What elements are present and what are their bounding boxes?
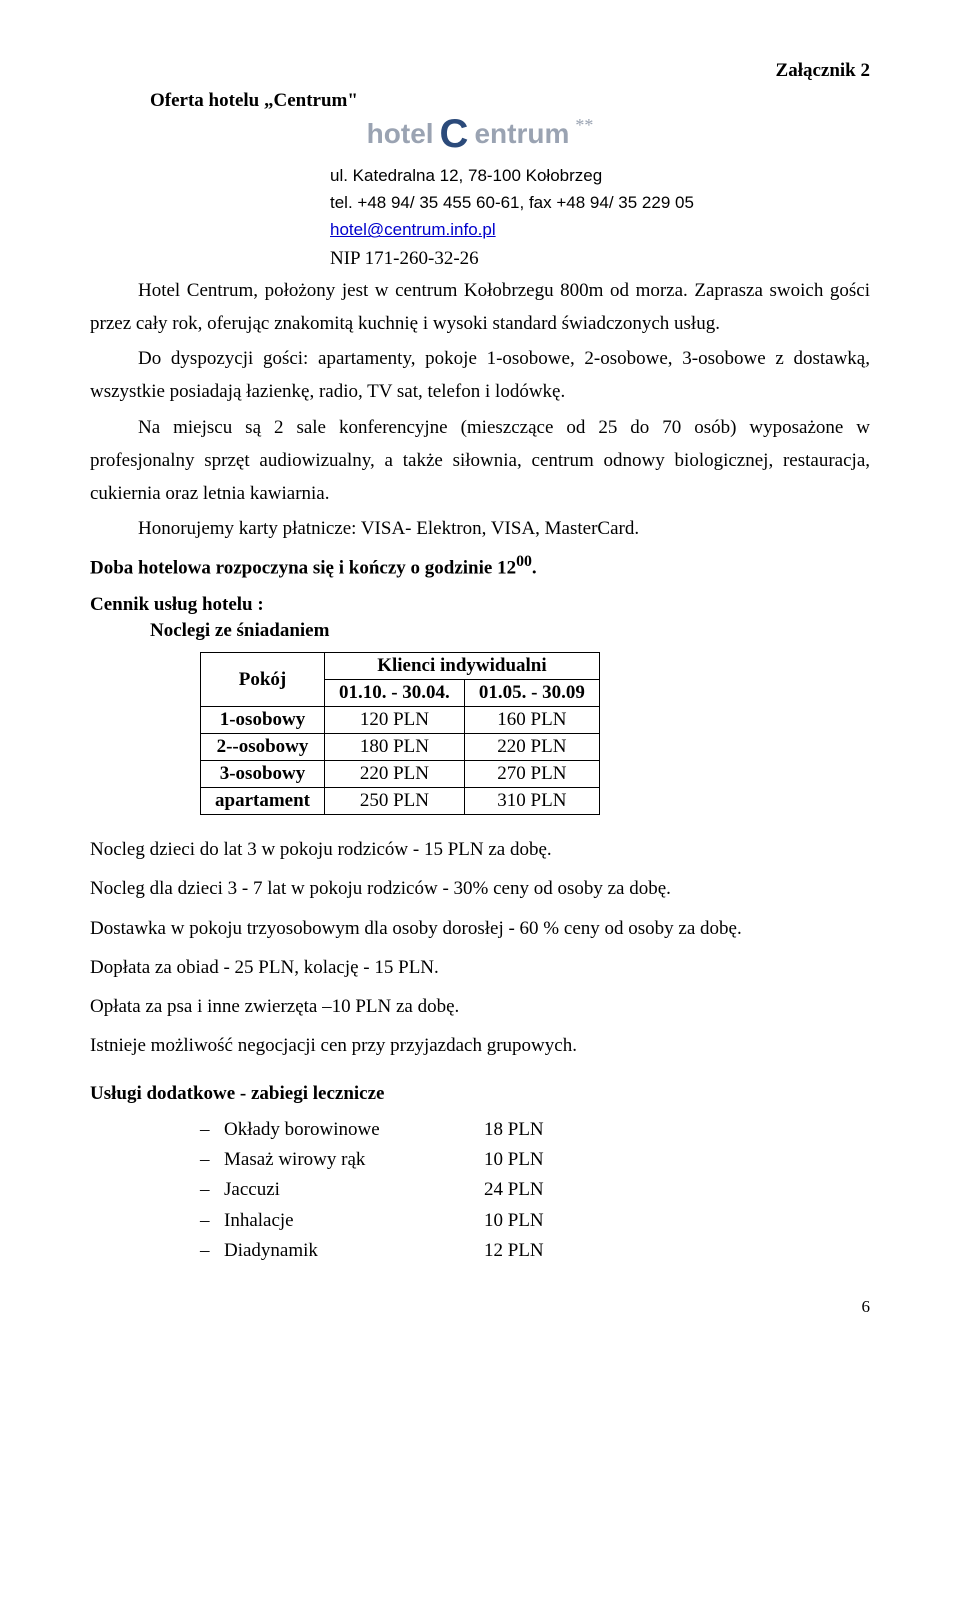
contact-email[interactable]: hotel@centrum.info.pl	[330, 220, 496, 239]
paragraph-2: Do dyspozycji gości: apartamenty, pokoje…	[90, 342, 870, 409]
paragraph-1: Hotel Centrum, położony jest w centrum K…	[90, 274, 870, 341]
attachment-label: Załącznik 2	[90, 60, 870, 82]
checkout-line: Doba hotelowa rozpoczyna się i kończy o …	[90, 548, 870, 585]
note: Nocleg dzieci do lat 3 w pokoju rodziców…	[90, 833, 870, 866]
extras-item: –Diadynamik12 PLN	[200, 1236, 870, 1266]
notes-block: Nocleg dzieci do lat 3 w pokoju rodziców…	[90, 833, 870, 1063]
sub-heading: Noclegi ze śniadaniem	[90, 620, 870, 642]
price-heading: Cennik usług hotelu :	[90, 594, 870, 616]
note: Dopłata za obiad - 25 PLN, kolację - 15 …	[90, 951, 870, 984]
extras-item: –Okłady borowinowe18 PLN	[200, 1115, 870, 1145]
note: Opłata za psa i inne zwierzęta –10 PLN z…	[90, 990, 870, 1023]
extras-heading: Usługi dodatkowe - zabiegi lecznicze	[90, 1083, 870, 1105]
contact-address: ul. Katedralna 12, 78-100 Kołobrzeg	[330, 162, 870, 189]
logo-stars: **	[575, 115, 593, 136]
logo-word-hotel: hotel	[367, 118, 434, 150]
page-number: 6	[90, 1297, 870, 1317]
logo-c: C	[440, 118, 469, 150]
note: Istnieje możliwość negocjacji cen przy p…	[90, 1029, 870, 1062]
extras-item: –Inhalacje10 PLN	[200, 1206, 870, 1236]
th-period1: 01.10. - 30.04.	[324, 680, 464, 707]
th-room: Pokój	[201, 653, 325, 707]
table-row: 1-osobowy 120 PLN 160 PLN	[201, 707, 600, 734]
logo: hotel C entrum **	[90, 118, 870, 150]
th-period2: 01.05. - 30.09	[464, 680, 599, 707]
table-row: apartament 250 PLN 310 PLN	[201, 788, 600, 815]
logo-word-entrum: entrum	[474, 118, 569, 150]
extras-item: –Jaccuzi24 PLN	[200, 1175, 870, 1205]
extras-item: –Masaż wirowy rąk10 PLN	[200, 1145, 870, 1175]
contact-tel: tel. +48 94/ 35 455 60-61, fax +48 94/ 3…	[330, 189, 870, 216]
note: Dostawka w pokoju trzyosobowym dla osoby…	[90, 912, 870, 945]
table-row: 2--osobowy 180 PLN 220 PLN	[201, 734, 600, 761]
note: Nocleg dla dzieci 3 - 7 lat w pokoju rod…	[90, 872, 870, 905]
contact-nip: NIP 171-260-32-26	[90, 248, 870, 270]
th-clients: Klienci indywidualni	[324, 653, 599, 680]
paragraph-4: Honorujemy karty płatnicze: VISA- Elektr…	[90, 512, 870, 545]
price-table: Pokój Klienci indywidualni 01.10. - 30.0…	[200, 652, 600, 815]
table-row: 3-osobowy 220 PLN 270 PLN	[201, 761, 600, 788]
offer-title: Oferta hotelu „Centrum"	[90, 90, 870, 112]
extras-list: –Okłady borowinowe18 PLN –Masaż wirowy r…	[90, 1115, 870, 1267]
paragraph-3: Na miejscu są 2 sale konferencyjne (mies…	[90, 411, 870, 511]
